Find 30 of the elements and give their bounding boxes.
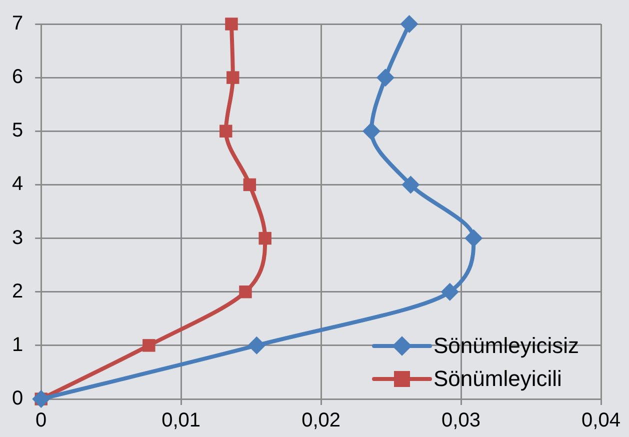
x-tick-label: 0,04: [582, 410, 620, 432]
point: [402, 176, 420, 194]
point: [243, 178, 256, 192]
y-tick-label: 0: [12, 388, 24, 410]
point: [248, 336, 266, 354]
x-tick-label: 0,01: [162, 410, 201, 432]
y-tick-label: 1: [12, 334, 24, 356]
point: [464, 229, 483, 248]
point: [32, 390, 50, 408]
y-tick-label: 3: [12, 226, 24, 249]
x-tick-label: 0: [36, 410, 47, 432]
y-tick-label: 2: [12, 280, 24, 302]
y-tick-label: 7: [12, 12, 24, 35]
x-tick-label: 0,02: [302, 410, 341, 432]
point: [239, 285, 252, 298]
y-tick-label: 4: [12, 173, 24, 196]
legend-label: Sönümleyicisiz: [434, 332, 579, 360]
point: [400, 15, 418, 33]
x-tick-label: 0,03: [442, 410, 480, 432]
point: [440, 282, 459, 301]
legend-label: Sönümleyicili: [434, 365, 562, 393]
point: [376, 68, 394, 87]
point: [258, 232, 272, 245]
y-tick-label: 6: [12, 66, 24, 88]
point: [220, 124, 232, 138]
point: [142, 339, 156, 352]
point: [226, 71, 240, 84]
point: [362, 122, 380, 140]
y-tick-label: 5: [12, 120, 24, 142]
point: [225, 18, 238, 30]
